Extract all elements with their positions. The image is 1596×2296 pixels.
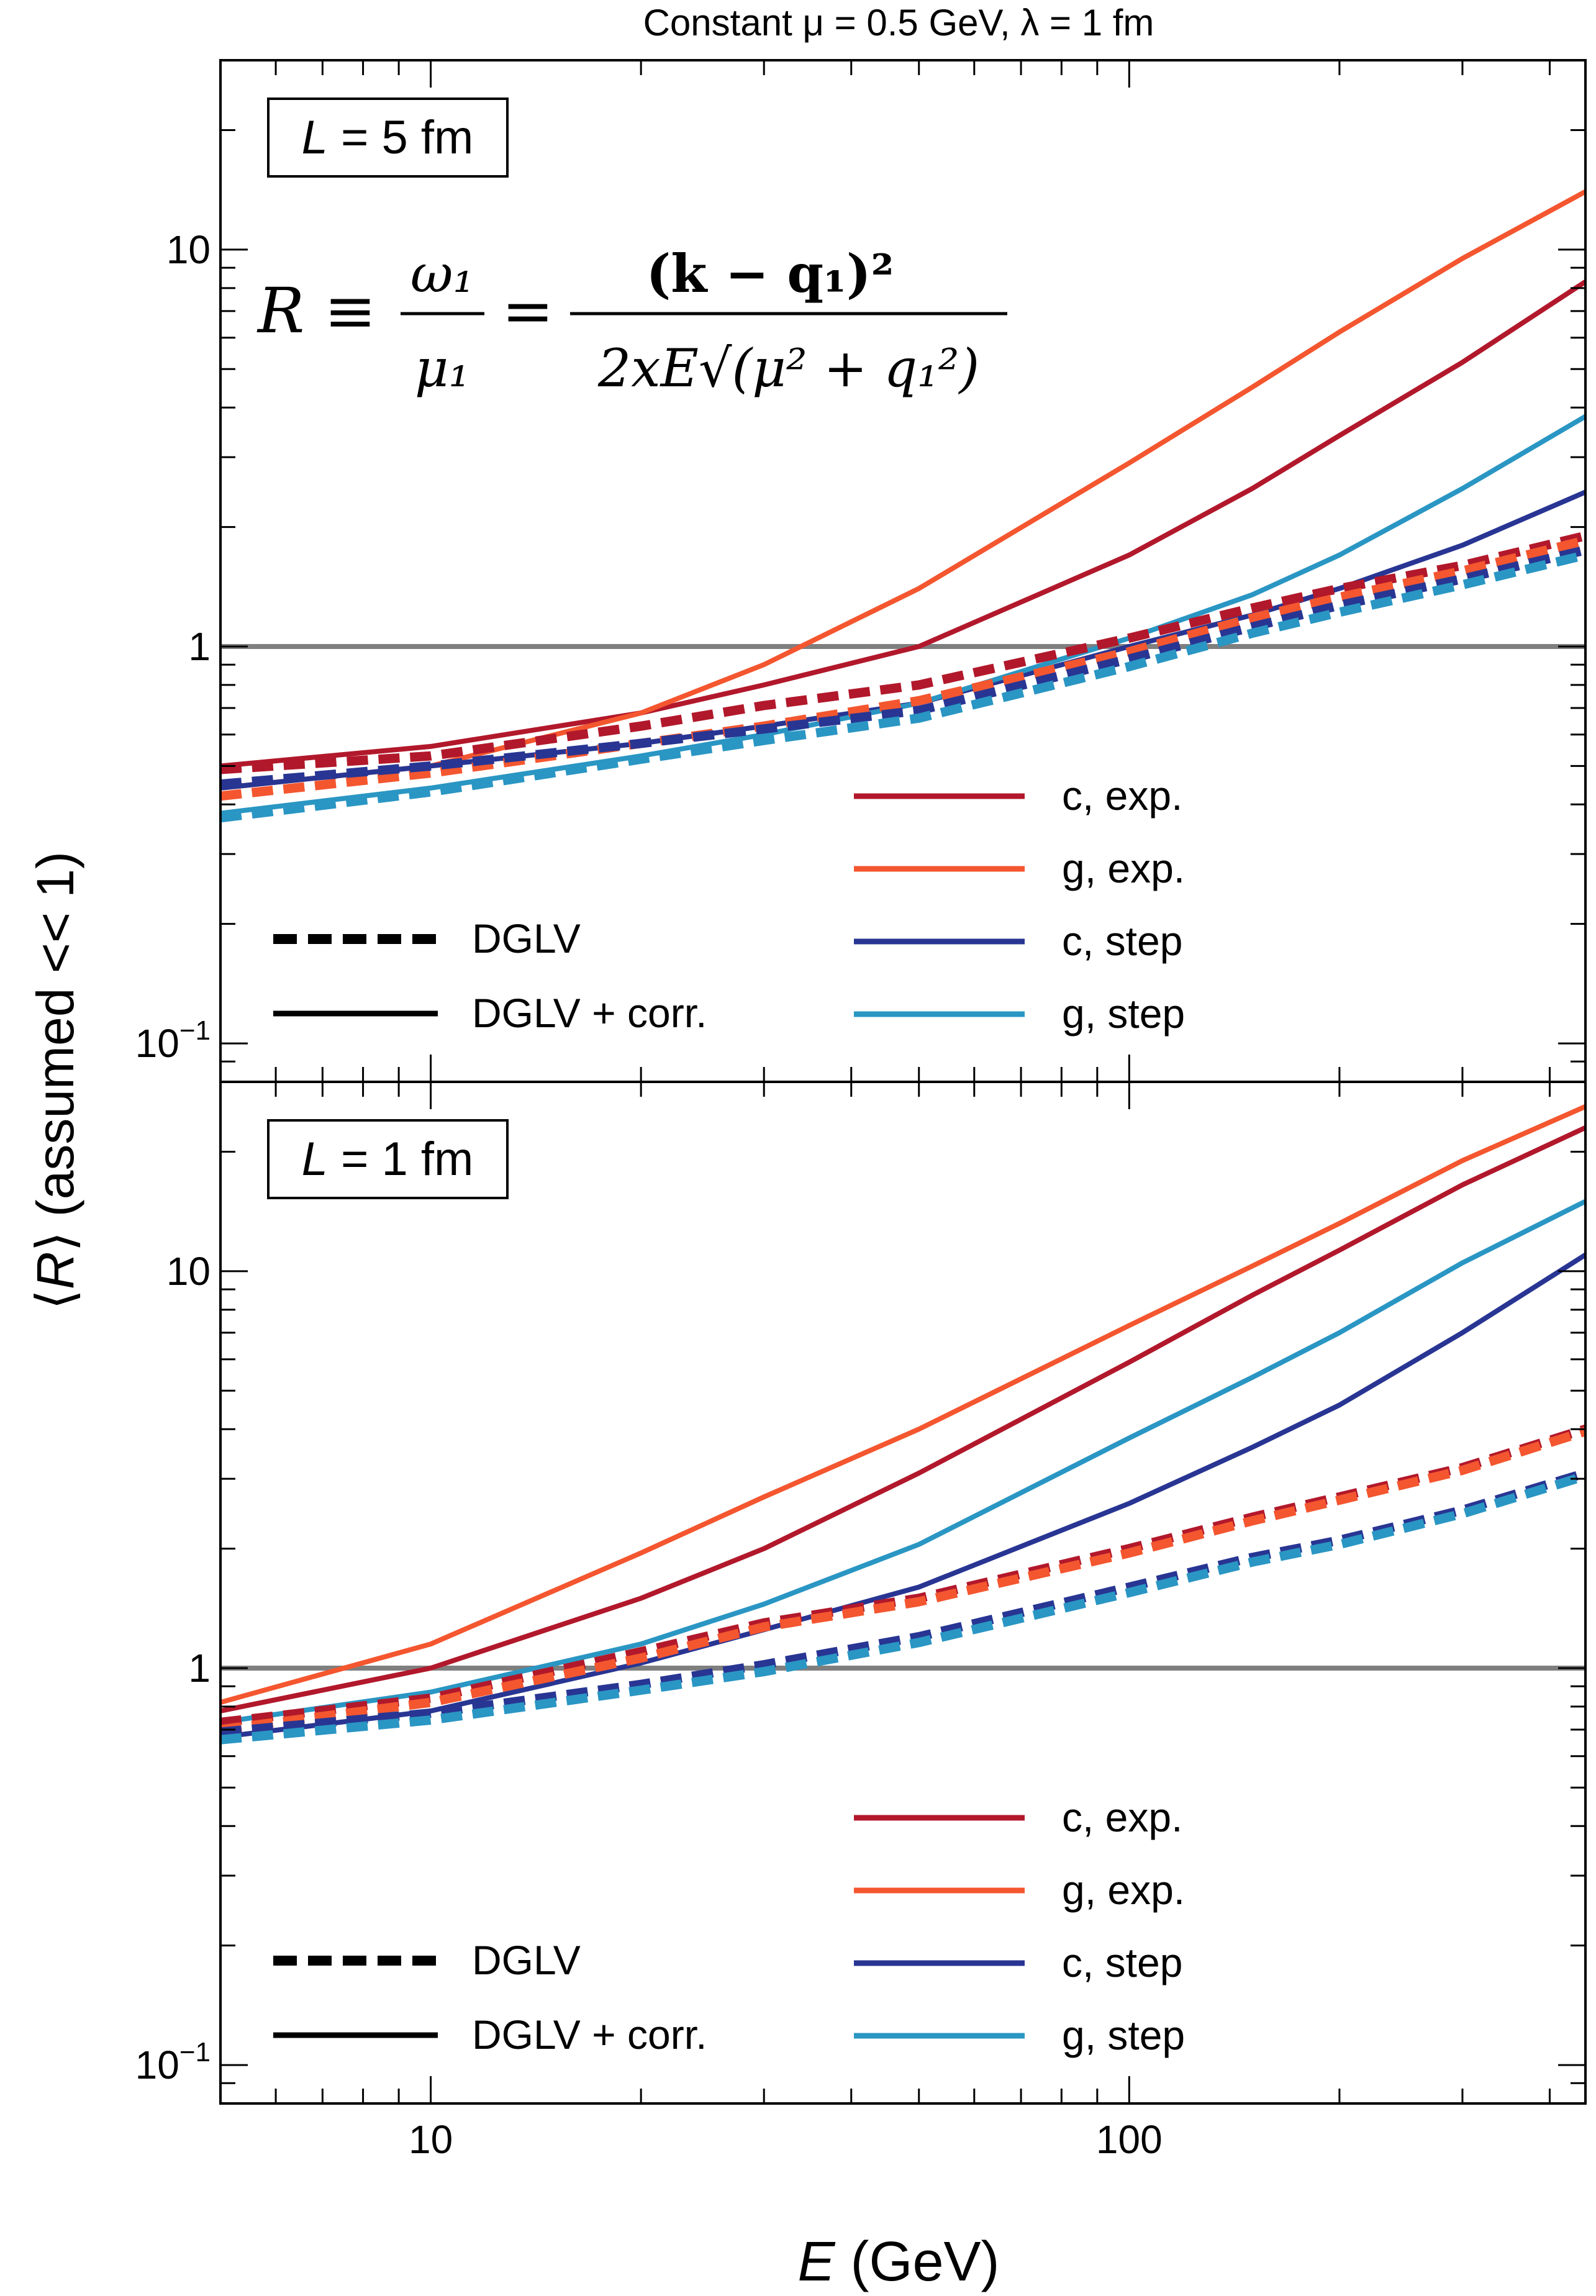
- plot-frame: [219, 1081, 1587, 2105]
- y-axis-label-symbol: R: [26, 1251, 84, 1289]
- series-line-g-exp-dglv: [220, 535, 1585, 801]
- ticks: [219, 59, 1585, 1083]
- x-axis-label-symbol: E: [797, 2231, 835, 2293]
- plot-frame: [219, 59, 1587, 1083]
- panel-1: 10 1 10−1 L = 5 fm DGLV DGLV + corr. c, exp. g,…: [135, 59, 1587, 1083]
- legend-style: DGLV DGLV + corr.: [273, 915, 707, 1036]
- legend-style-label: DGLV: [472, 1937, 581, 1983]
- series-line-c-step-corr: [220, 489, 1585, 791]
- series-group: [220, 189, 1585, 823]
- formula: R ≡ ω₁ μ₁ = (k − q₁)² 2xE√(μ² + q₁²): [256, 243, 1007, 399]
- series-line-g-step-corr: [220, 1199, 1585, 1725]
- legend-series-label: g, exp.: [1062, 1867, 1185, 1913]
- y-tick-label-1: 1: [188, 1646, 211, 1690]
- panel-label-box: [267, 1119, 509, 1199]
- formula-omega: ω₁: [410, 243, 474, 304]
- x-axis-label: E (GeV): [797, 2231, 999, 2293]
- series-line-c-exp-dglv: [220, 1425, 1585, 1727]
- series-line-g-step-dglv: [220, 550, 1585, 823]
- legend-style-label: DGLV + corr.: [472, 990, 707, 1036]
- legend-series-label: g, step: [1062, 991, 1185, 1037]
- formula-denominator: 2xE√(μ² + q₁²): [597, 338, 979, 399]
- series-line-g-exp-corr: [220, 1104, 1585, 1705]
- series-line-c-step-corr: [220, 1253, 1585, 1740]
- y-tick-label-1: 1: [188, 624, 211, 669]
- y-axis-label-rest: ⟩ (assumed << 1): [26, 851, 84, 1251]
- x-axis-label-rest: (GeV): [835, 2231, 999, 2293]
- legend-series-label: c, step: [1062, 918, 1182, 964]
- legend-series-label: c, exp.: [1062, 1794, 1182, 1840]
- series-line-c-exp-corr: [220, 279, 1585, 769]
- panel-label: L = 1 fm: [302, 1133, 474, 1186]
- series-line-g-step-dglv: [220, 1471, 1585, 1745]
- legend-series-label: c, exp.: [1062, 773, 1182, 819]
- formula-numerator: (k − q₁)²: [646, 243, 894, 304]
- chart-title: Constant μ = 0.5 GeV, λ = 1 fm: [643, 2, 1154, 43]
- y-tick-label-0.1: 10−1: [135, 1015, 211, 1066]
- legend-series-label: g, step: [1062, 2012, 1185, 2058]
- legend-style-label: DGLV + corr.: [472, 2012, 707, 2058]
- legend-series: c, exp. g, exp. c, step g, step: [854, 773, 1185, 1037]
- panel-label-box: [267, 98, 509, 178]
- formula-mu: μ₁: [415, 338, 469, 399]
- x-tick-label-10: 10: [409, 2117, 453, 2162]
- y-tick-label-0.1: 10−1: [135, 2037, 211, 2087]
- y-axis-label-open: ⟨: [26, 1289, 84, 1310]
- series-line-c-exp-dglv: [220, 531, 1585, 774]
- y-tick-label-10: 10: [166, 1249, 211, 1294]
- formula-equals: =: [502, 275, 554, 347]
- legend-style: DGLV DGLV + corr.: [273, 1937, 707, 2058]
- y-tick-label-10: 10: [166, 227, 211, 272]
- series-line-c-step-dglv: [220, 1468, 1585, 1737]
- legend-series-label: g, exp.: [1062, 845, 1185, 891]
- legend-series: c, exp. g, exp. c, step g, step: [854, 1794, 1185, 2058]
- x-tick-label-100: 100: [1096, 2117, 1163, 2162]
- series-line-c-exp-corr: [220, 1125, 1585, 1713]
- series-line-c-step-dglv: [220, 545, 1585, 789]
- series-line-g-exp-dglv: [220, 1427, 1585, 1735]
- y-axis-label: ⟨R⟩ (assumed << 1): [26, 851, 84, 1310]
- series-group: [220, 1104, 1585, 1745]
- panel-2: 10 1 10−1 10 100 L = 1 fm DGLV DGLV + corr. c, e…: [135, 1081, 1587, 2162]
- panels: 10 1 10−1 L = 5 fm DGLV DGLV + corr. c, exp. g,…: [135, 59, 1587, 2162]
- legend-series-label: c, step: [1062, 1940, 1182, 1985]
- legend-style-label: DGLV: [472, 915, 581, 961]
- panel-label: L = 5 fm: [302, 111, 474, 164]
- formula-lhs: R ≡: [256, 275, 376, 347]
- ticks: [219, 1081, 1585, 2105]
